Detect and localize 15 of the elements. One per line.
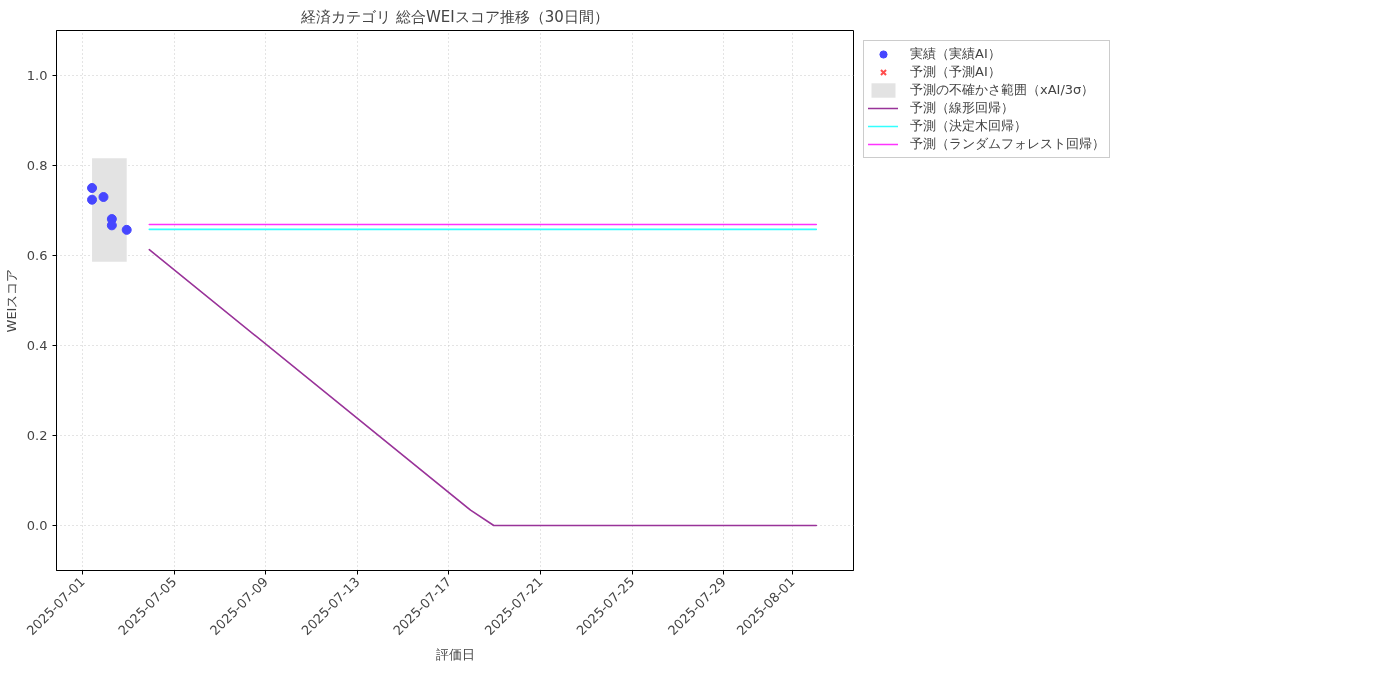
y-tick-label: 0.4 bbox=[26, 338, 48, 353]
legend-label: 実績（実績AI） bbox=[910, 45, 1001, 63]
chart-title: 経済カテゴリ 総合WEIスコア推移（30日間） bbox=[300, 7, 609, 26]
legend-label: 予測（線形回帰） bbox=[910, 99, 1014, 117]
y-tick-label: 0.8 bbox=[26, 158, 48, 173]
y-tick-label: 1.0 bbox=[26, 68, 48, 83]
y-tick-label: 0.6 bbox=[26, 248, 48, 263]
x-axis-title: 評価日 bbox=[435, 647, 475, 663]
y-axis-title: WEIスコア bbox=[3, 268, 19, 333]
y-tick-label: 0.2 bbox=[26, 428, 48, 443]
legend-label: 予測（ランダムフォレスト回帰） bbox=[910, 135, 1105, 153]
legend-label: 予測の不確かさ範囲（xAI/3σ） bbox=[910, 81, 1095, 99]
legend-label: 予測（決定木回帰） bbox=[910, 117, 1027, 135]
legend-label: 予測（予測AI） bbox=[910, 63, 1001, 81]
y-tick-label: 0.0 bbox=[26, 518, 48, 533]
